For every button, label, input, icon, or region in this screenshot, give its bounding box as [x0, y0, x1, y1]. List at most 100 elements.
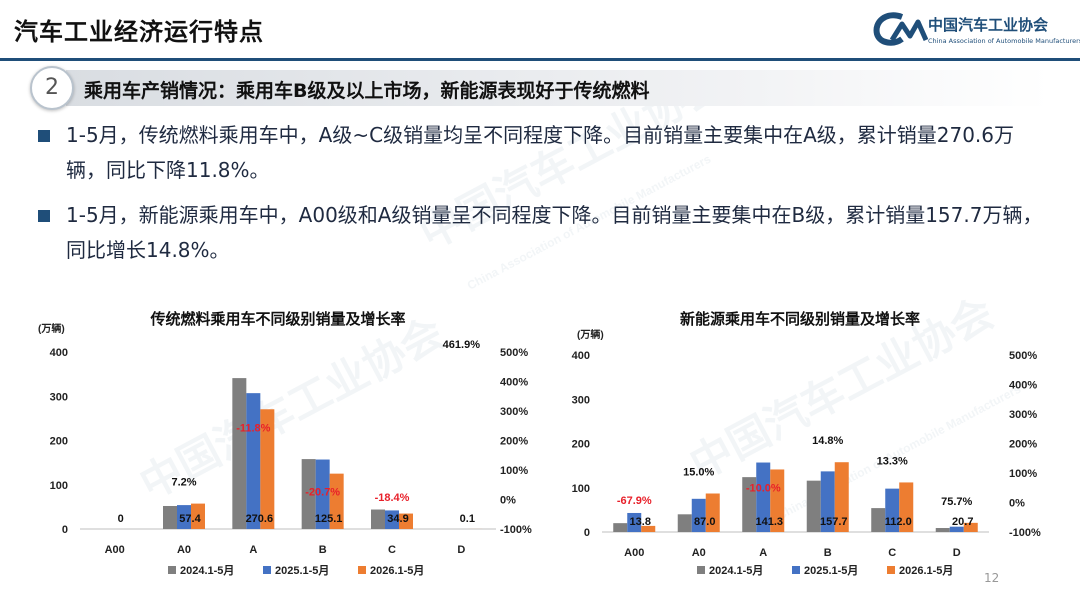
header-divider [0, 58, 1080, 61]
y2-tick-label: 0% [1009, 498, 1025, 510]
bar [756, 462, 771, 532]
bar [949, 526, 964, 532]
y-tick-label: 300 [572, 394, 590, 406]
y2-tick-label: 400% [1009, 380, 1037, 392]
y2-tick-label: -100% [500, 524, 532, 536]
y2-tick-label: 100% [500, 465, 528, 477]
bar [246, 393, 261, 529]
y-tick-label: 200 [572, 439, 590, 451]
bar [260, 409, 275, 529]
y-tick-label: 400 [572, 350, 590, 362]
x-tick-label: C [888, 547, 896, 559]
x-tick-label: D [953, 547, 961, 559]
bar [677, 514, 692, 532]
section-number-badge: 2 [30, 66, 74, 110]
chart-title: 传统燃料乘用车不同级别销量及增长率 [149, 310, 405, 328]
section-heading-band [66, 70, 1050, 106]
y2-tick-label: -100% [1009, 527, 1041, 539]
y-axis-unit-label: (万辆) [38, 322, 65, 335]
y2-tick-label: 200% [500, 436, 528, 448]
bar [315, 459, 330, 529]
x-tick-label: A [759, 547, 767, 559]
bullet-text: 1-5月，传统燃料乘用车中，A级~C级销量均呈不同程度下降。目前销量主要集中在A… [66, 123, 1015, 182]
bar [935, 528, 950, 532]
growth-rate-label: -10.0% [746, 482, 781, 494]
caam-logo-mark-icon [873, 12, 929, 46]
growth-rate-label: -20.7% [305, 487, 340, 499]
data-label: 125.1 [315, 513, 343, 525]
bar [742, 477, 757, 532]
growth-rate-label: 13.3% [877, 455, 908, 467]
y2-tick-label: 300% [1009, 409, 1037, 421]
growth-rate-label: 15.0% [683, 467, 714, 479]
bar [691, 498, 706, 532]
y-tick-label: 100 [572, 483, 590, 495]
legend-swatch [697, 566, 705, 574]
x-tick-label: A0 [177, 544, 191, 556]
bar [399, 513, 413, 529]
ice-sales-by-class-chart: 传统燃料乘用车不同级别销量及增长率 (万辆) 0 100 200 300 400 -100% 0… [38, 310, 532, 577]
bar [806, 480, 821, 532]
growth-rate-label: -11.8% [236, 422, 270, 434]
data-label: 0.1 [460, 513, 475, 525]
y2-tick-label: 0% [500, 495, 516, 507]
growth-rate-label: 7.2% [171, 477, 196, 489]
data-label: 112.0 [885, 516, 912, 528]
legend-label: 2024.1-5月 [180, 564, 234, 577]
x-tick-label: A0 [692, 547, 706, 559]
legend-swatch [168, 566, 176, 574]
legend-label: 2026.1-5月 [370, 564, 424, 577]
bar [385, 510, 399, 529]
data-label: 34.9 [387, 513, 408, 525]
data-label: 141.3 [755, 516, 783, 528]
y2-tick-label: 100% [1009, 468, 1037, 480]
legend-label: 2026.1-5月 [899, 564, 953, 577]
data-label: 57.4 [179, 513, 201, 525]
caam-logo: 中国汽车工业协会 China Association of Automobile… [872, 12, 1080, 52]
bar [371, 509, 385, 529]
bar [871, 508, 886, 532]
y-tick-label: 400 [50, 347, 68, 359]
bar [163, 505, 177, 529]
legend-label: 2025.1-5月 [804, 564, 858, 577]
y2-tick-label: 300% [500, 406, 528, 418]
section-title: 乘用车产销情况：乘用车B级及以上市场，新能源表现好于传统燃料 [84, 80, 650, 102]
y-tick-label: 0 [584, 527, 590, 539]
bar [820, 471, 835, 532]
bar [885, 488, 900, 532]
growth-rate-label: 14.8% [812, 435, 843, 447]
legend-label: 2025.1-5月 [275, 564, 329, 577]
page-number: 12 [984, 571, 1000, 585]
x-tick-label: A [249, 544, 257, 556]
bar [627, 512, 642, 532]
data-label: 13.8 [630, 516, 651, 528]
data-label: 0 [118, 513, 124, 525]
y2-tick-label: 500% [1009, 350, 1037, 362]
bar [834, 462, 849, 532]
growth-rate-label: 461.9% [443, 339, 481, 351]
legend-swatch [792, 566, 800, 574]
growth-rate-label: 75.7% [941, 496, 972, 508]
y-axis-unit-label: (万辆) [577, 328, 604, 341]
chart-title: 新能源乘用车不同级别销量及增长率 [680, 310, 920, 328]
data-label: 157.7 [820, 516, 848, 528]
nev-sales-by-class-chart: 新能源乘用车不同级别销量及增长率 (万辆) 0 100 200 300 400 -100% 0%… [572, 310, 1041, 577]
bar [232, 378, 247, 529]
bar [963, 522, 978, 532]
page-title: 汽车工业经济运行特点 [14, 18, 264, 46]
y-tick-label: 300 [50, 391, 68, 403]
bar [770, 469, 785, 532]
data-label: 270.6 [246, 513, 274, 525]
bar [641, 525, 656, 532]
x-tick-label: D [457, 544, 465, 556]
x-tick-label: C [388, 544, 396, 556]
bar [705, 493, 720, 532]
y2-tick-label: 200% [1009, 439, 1037, 451]
data-label: 87.0 [694, 516, 715, 528]
data-label: 20.7 [952, 516, 973, 528]
logo-name-en: China Association of Automobile Manufact… [928, 37, 1080, 45]
legend-swatch [263, 566, 271, 574]
y-tick-label: 0 [62, 524, 68, 536]
logo-name-cn: 中国汽车工业协会 [928, 16, 1049, 34]
legend-swatch [887, 566, 895, 574]
